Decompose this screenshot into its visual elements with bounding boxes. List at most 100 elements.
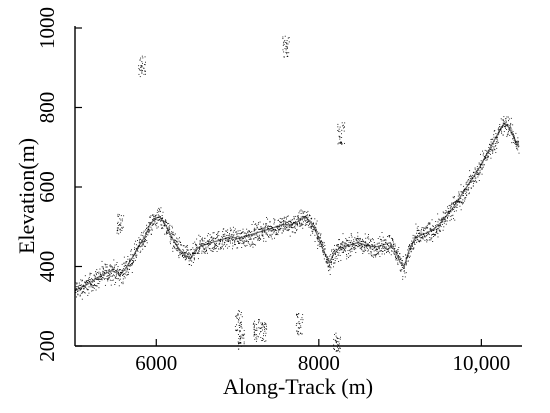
data-point — [105, 266, 107, 268]
outlier-cluster — [295, 313, 304, 336]
data-point — [425, 227, 427, 229]
data-point — [496, 142, 498, 144]
data-point — [341, 143, 343, 145]
x-tick-label: 6000 — [135, 351, 177, 375]
data-point — [449, 207, 451, 209]
data-point — [374, 254, 376, 256]
data-point — [216, 247, 217, 249]
data-point — [117, 268, 119, 270]
data-point — [354, 247, 355, 249]
data-point — [285, 49, 287, 51]
data-point — [202, 248, 204, 250]
data-point — [457, 201, 459, 203]
data-point — [220, 246, 221, 248]
data-point — [450, 215, 452, 217]
data-point — [369, 242, 371, 243]
data-point — [194, 252, 196, 254]
data-point — [504, 122, 506, 124]
data-point — [512, 131, 514, 133]
data-point — [122, 275, 123, 276]
data-point — [336, 337, 338, 339]
data-point — [465, 196, 467, 198]
data-point — [308, 224, 309, 226]
data-point — [348, 253, 350, 255]
data-point — [364, 248, 366, 250]
data-point — [251, 243, 253, 245]
data-point — [143, 73, 145, 75]
data-point — [473, 171, 475, 173]
data-point — [189, 264, 191, 265]
data-point — [304, 218, 306, 219]
data-point — [488, 153, 490, 154]
data-point — [372, 239, 374, 241]
data-point — [445, 210, 447, 212]
data-point — [369, 251, 371, 253]
data-point — [417, 229, 419, 231]
data-point — [480, 166, 482, 168]
data-point — [104, 269, 106, 271]
data-point — [334, 249, 336, 251]
data-point — [376, 250, 378, 252]
data-point — [422, 227, 424, 229]
data-point — [147, 225, 149, 227]
data-point — [350, 255, 352, 257]
data-point — [327, 265, 329, 267]
data-point — [237, 348, 239, 350]
data-point — [328, 257, 330, 259]
data-point — [176, 240, 178, 242]
data-point — [222, 241, 224, 243]
data-point — [129, 259, 130, 261]
data-point — [345, 243, 347, 244]
data-point — [362, 253, 364, 254]
data-point — [88, 276, 90, 278]
data-point — [188, 252, 189, 254]
data-point — [444, 212, 446, 214]
data-point — [271, 233, 273, 235]
data-point — [76, 296, 78, 298]
data-point — [234, 244, 236, 246]
data-point — [428, 233, 430, 235]
data-point — [293, 226, 295, 228]
outlier-cluster — [259, 322, 268, 342]
data-point — [116, 227, 118, 229]
data-point — [398, 255, 399, 257]
data-point — [109, 275, 111, 277]
data-point — [232, 231, 234, 233]
data-point — [337, 254, 339, 256]
data-point — [287, 215, 289, 217]
data-point — [442, 221, 444, 223]
data-point — [397, 264, 399, 266]
data-point — [440, 226, 442, 228]
data-point — [434, 235, 436, 237]
data-point — [240, 336, 242, 338]
data-point — [228, 245, 230, 247]
data-point — [352, 242, 354, 244]
data-point — [230, 229, 232, 231]
data-point — [453, 202, 454, 204]
data-point — [324, 249, 326, 251]
data-point — [501, 132, 503, 134]
data-point — [301, 223, 303, 225]
data-point — [391, 250, 393, 252]
data-point — [143, 241, 145, 243]
data-point — [288, 220, 290, 222]
data-point — [134, 247, 136, 249]
data-point — [416, 234, 418, 236]
data-point — [141, 232, 143, 234]
data-point — [142, 232, 144, 234]
data-point — [119, 228, 121, 230]
data-point — [424, 227, 425, 229]
data-point — [264, 328, 266, 330]
data-point — [258, 327, 260, 329]
data-point — [326, 260, 328, 262]
data-point — [343, 242, 345, 244]
data-point — [415, 223, 417, 225]
data-point — [329, 255, 331, 257]
data-point — [217, 233, 219, 235]
data-point — [267, 218, 269, 220]
data-point — [479, 171, 481, 173]
data-point — [157, 226, 159, 228]
data-point — [310, 218, 312, 220]
data-point — [144, 237, 146, 239]
data-point — [469, 178, 471, 179]
